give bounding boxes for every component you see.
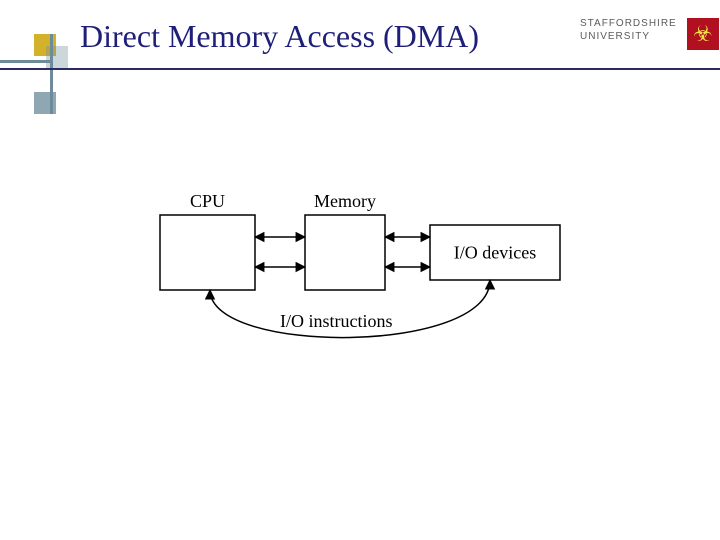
brand-logo-badge: ☣ <box>687 18 719 50</box>
brand-logo-line1: STAFFORDSHIRE <box>580 18 677 29</box>
brand-logo: STAFFORDSHIRE UNIVERSITY ☣ <box>580 18 719 50</box>
page-title: Direct Memory Access (DMA) <box>80 18 479 55</box>
dma-diagram: CPU Memory I/O devices I/O instructions <box>140 165 580 365</box>
slide: Direct Memory Access (DMA) STAFFORDSHIRE… <box>0 0 720 540</box>
io-instructions-label: I/O instructions <box>280 311 393 331</box>
memory-label: Memory <box>314 191 376 211</box>
accent-hbar <box>0 60 52 63</box>
accent-vbar <box>50 34 53 114</box>
biohazard-icon: ☣ <box>693 21 713 46</box>
title-underline <box>0 68 720 70</box>
cpu-box <box>160 215 255 290</box>
memory-box <box>305 215 385 290</box>
brand-logo-line2: UNIVERSITY <box>580 31 650 42</box>
io-label: I/O devices <box>454 243 536 263</box>
brand-logo-text: STAFFORDSHIRE UNIVERSITY <box>580 18 677 43</box>
cpu-label: CPU <box>190 191 225 211</box>
